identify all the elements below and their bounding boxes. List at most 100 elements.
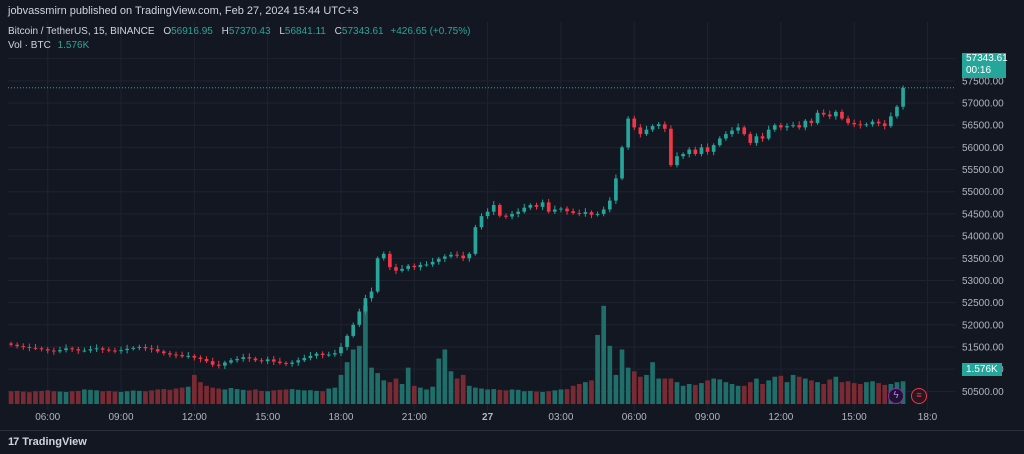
price-tick-label: 55000.00 (962, 187, 1004, 198)
candle-body (369, 291, 374, 299)
candle-body (754, 136, 759, 143)
price-tick-label: 50500.00 (962, 387, 1004, 398)
volume-bar (839, 382, 845, 404)
volume-bar (870, 381, 875, 404)
candle-body (253, 358, 258, 361)
volume-bar (528, 390, 533, 404)
candle-body (638, 127, 643, 135)
tradingview-logo[interactable]: 17 TradingView (8, 436, 87, 448)
tv-logo-icon: 17 (8, 436, 19, 448)
candle-body (803, 120, 808, 128)
volume-bar (821, 384, 826, 404)
volume-bar (784, 382, 790, 404)
candle-body (449, 254, 453, 257)
volume-bar (338, 374, 344, 404)
volume-bar (253, 389, 258, 404)
volume-bar (167, 389, 173, 404)
volume-bar (851, 383, 857, 404)
time-tick-label: 18:0 (918, 412, 938, 423)
candle-body (106, 349, 111, 351)
volume-bar (729, 384, 735, 404)
open-label: O (163, 26, 172, 37)
volume-bar (405, 367, 411, 404)
candle-body (259, 360, 264, 362)
candle-body (595, 213, 600, 215)
volume-bar (613, 374, 619, 404)
volume-bar (491, 389, 497, 404)
candle-body (656, 124, 661, 127)
volume-bar (674, 382, 680, 404)
volume-bar (124, 391, 130, 404)
candle-body (809, 120, 814, 123)
candle-body (681, 154, 685, 157)
lightning-icon[interactable]: ϟ (888, 388, 904, 404)
low-label: L (279, 26, 285, 37)
volume-bar (387, 382, 393, 404)
candle-body (394, 267, 398, 271)
open-value: 56916.95 (171, 26, 213, 37)
candle-body (461, 255, 466, 259)
candle-body (736, 127, 740, 131)
volume-label: Vol · BTC (8, 40, 51, 51)
volume-bar (595, 334, 600, 404)
chart-area[interactable]: 50500.0051000.0051500.0052000.0052500.00… (0, 22, 1024, 430)
volume-bar (137, 390, 142, 404)
price-axis: 50500.0051000.0051500.0052000.0052500.00… (962, 54, 1004, 398)
volume-bar (668, 378, 674, 404)
candle-body (339, 346, 343, 354)
volume-bar (418, 387, 423, 404)
volume-bar (149, 390, 154, 404)
us-flag-icon[interactable]: ≡ (911, 388, 927, 404)
volume-bar (228, 388, 234, 404)
candle-body (559, 208, 563, 210)
candle-body (198, 357, 203, 359)
candle-body (742, 127, 747, 135)
candle-body (70, 348, 74, 350)
volume-bar (485, 389, 490, 404)
volume-bar (314, 390, 319, 404)
volume-bar (289, 389, 295, 404)
volume-bar (546, 391, 552, 404)
volume-bar (815, 382, 820, 404)
price-chart[interactable]: 50500.0051000.0051500.0052000.0052500.00… (0, 22, 1024, 430)
volume-bar (570, 385, 576, 404)
volume-bar (503, 390, 509, 404)
brand-name: TradingView (22, 436, 87, 448)
candle-body (326, 354, 331, 356)
volume-bar (662, 378, 668, 404)
candle-body (766, 129, 771, 139)
volume-bar (356, 345, 362, 404)
candle-body (290, 362, 294, 364)
volume-bar (772, 376, 778, 404)
candle-body (192, 355, 197, 358)
candle-body (821, 112, 826, 115)
candle-body (186, 355, 191, 357)
volume-bar (845, 381, 851, 404)
volume-bar (69, 391, 75, 404)
candle-body (424, 264, 429, 266)
volume-bar (57, 391, 63, 404)
volume-bar (509, 389, 515, 404)
candle-body (64, 348, 68, 351)
volume-bar (448, 371, 454, 404)
candle-body (889, 116, 893, 127)
volume-bar (20, 391, 26, 404)
candle-body (485, 211, 490, 217)
volume-bar (601, 305, 607, 404)
candle-body (791, 125, 795, 127)
symbol-legend[interactable]: Bitcoin / TetherUS, 15, BINANCE O56916.9… (8, 26, 470, 37)
volume-bar (809, 380, 814, 404)
volume-bar (161, 389, 167, 404)
candle-body (895, 106, 899, 117)
last-price-value: 57343.61 (966, 53, 1008, 64)
candle-body (827, 114, 832, 117)
candle-body (113, 350, 117, 352)
volume-bar (265, 391, 270, 404)
volume-bar (466, 385, 472, 404)
volume-bar (680, 385, 686, 404)
volume-bar (625, 367, 631, 404)
candle-body (528, 205, 533, 208)
volume-bar (882, 384, 888, 404)
volume-bar (332, 387, 338, 404)
volume-legend[interactable]: Vol · BTC 1.576K (8, 40, 89, 51)
